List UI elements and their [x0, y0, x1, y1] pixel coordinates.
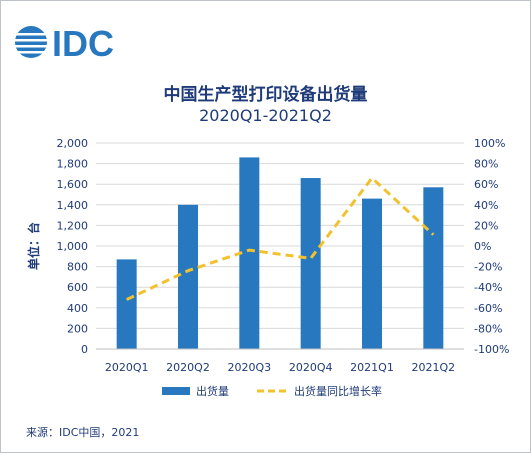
- growth-line-path: [126, 176, 435, 301]
- x-tick-label: 2020Q4: [289, 361, 333, 374]
- bar: [423, 187, 444, 349]
- y-tick-label: 2,000: [57, 137, 89, 150]
- y2-tick-label: -60%: [474, 302, 502, 315]
- y-tick-label: 1,200: [57, 219, 89, 232]
- y2-tick-label: -20%: [474, 261, 502, 274]
- y-tick-label: 1,400: [57, 199, 89, 212]
- y2-tick-label: -100%: [474, 343, 509, 356]
- gridlines: [96, 142, 464, 350]
- chart-subtitle: 2020Q1-2021Q2: [199, 106, 332, 125]
- globe-icon: [14, 26, 48, 58]
- bar: [178, 204, 198, 349]
- legend-line-label: 出货量同比增长率: [294, 384, 382, 398]
- y2-tick-label: 100%: [474, 137, 505, 150]
- y2-tick-label: 40%: [474, 199, 498, 212]
- bar: [300, 178, 321, 349]
- y-tick-label: 1,000: [57, 240, 89, 253]
- y2-tick-label: -80%: [474, 322, 502, 335]
- x-tick-label: 2021Q1: [350, 361, 394, 374]
- x-tick-label: 2020Q1: [105, 361, 149, 374]
- y-tick-label: 1,600: [57, 178, 89, 191]
- y-axis-title: 单位：台: [26, 222, 41, 270]
- y2-tick-label: 80%: [474, 158, 498, 171]
- chart-title: 中国生产型打印设备出货量: [163, 85, 368, 105]
- axes: 0 200 400 600 800 1,000 1,200 1,400 1,600 1,800 2,…: [26, 137, 509, 374]
- growth-line: [126, 176, 435, 301]
- y-tick-label: 1,800: [57, 158, 89, 171]
- y2-tick-label: 20%: [474, 219, 498, 232]
- legend-bar-label: 出货量: [196, 384, 229, 398]
- legend-bar-swatch: [162, 387, 190, 395]
- y-tick-label: 200: [67, 322, 88, 335]
- y2-tick-label: 60%: [474, 178, 498, 191]
- x-tick-label: 2021Q2: [412, 361, 456, 374]
- x-tick-label: 2020Q3: [228, 361, 272, 374]
- logo-text: IDC: [52, 23, 114, 62]
- y-tick-label: 0: [81, 343, 88, 356]
- y-tick-label: 800: [67, 261, 88, 274]
- y2-tick-label: -40%: [474, 281, 502, 294]
- bar: [239, 157, 260, 349]
- y2-tick-label: 0%: [474, 240, 491, 253]
- bar: [362, 198, 382, 349]
- bar: [116, 259, 137, 349]
- y-tick-label: 600: [67, 281, 88, 294]
- idc-logo: IDC: [14, 23, 114, 62]
- bars: [116, 157, 444, 349]
- legend: 出货量 出货量同比增长率: [162, 384, 382, 398]
- source-note: 来源：IDC中国，2021: [26, 426, 140, 439]
- y-tick-label: 400: [67, 302, 88, 315]
- x-tick-label: 2020Q2: [166, 361, 210, 374]
